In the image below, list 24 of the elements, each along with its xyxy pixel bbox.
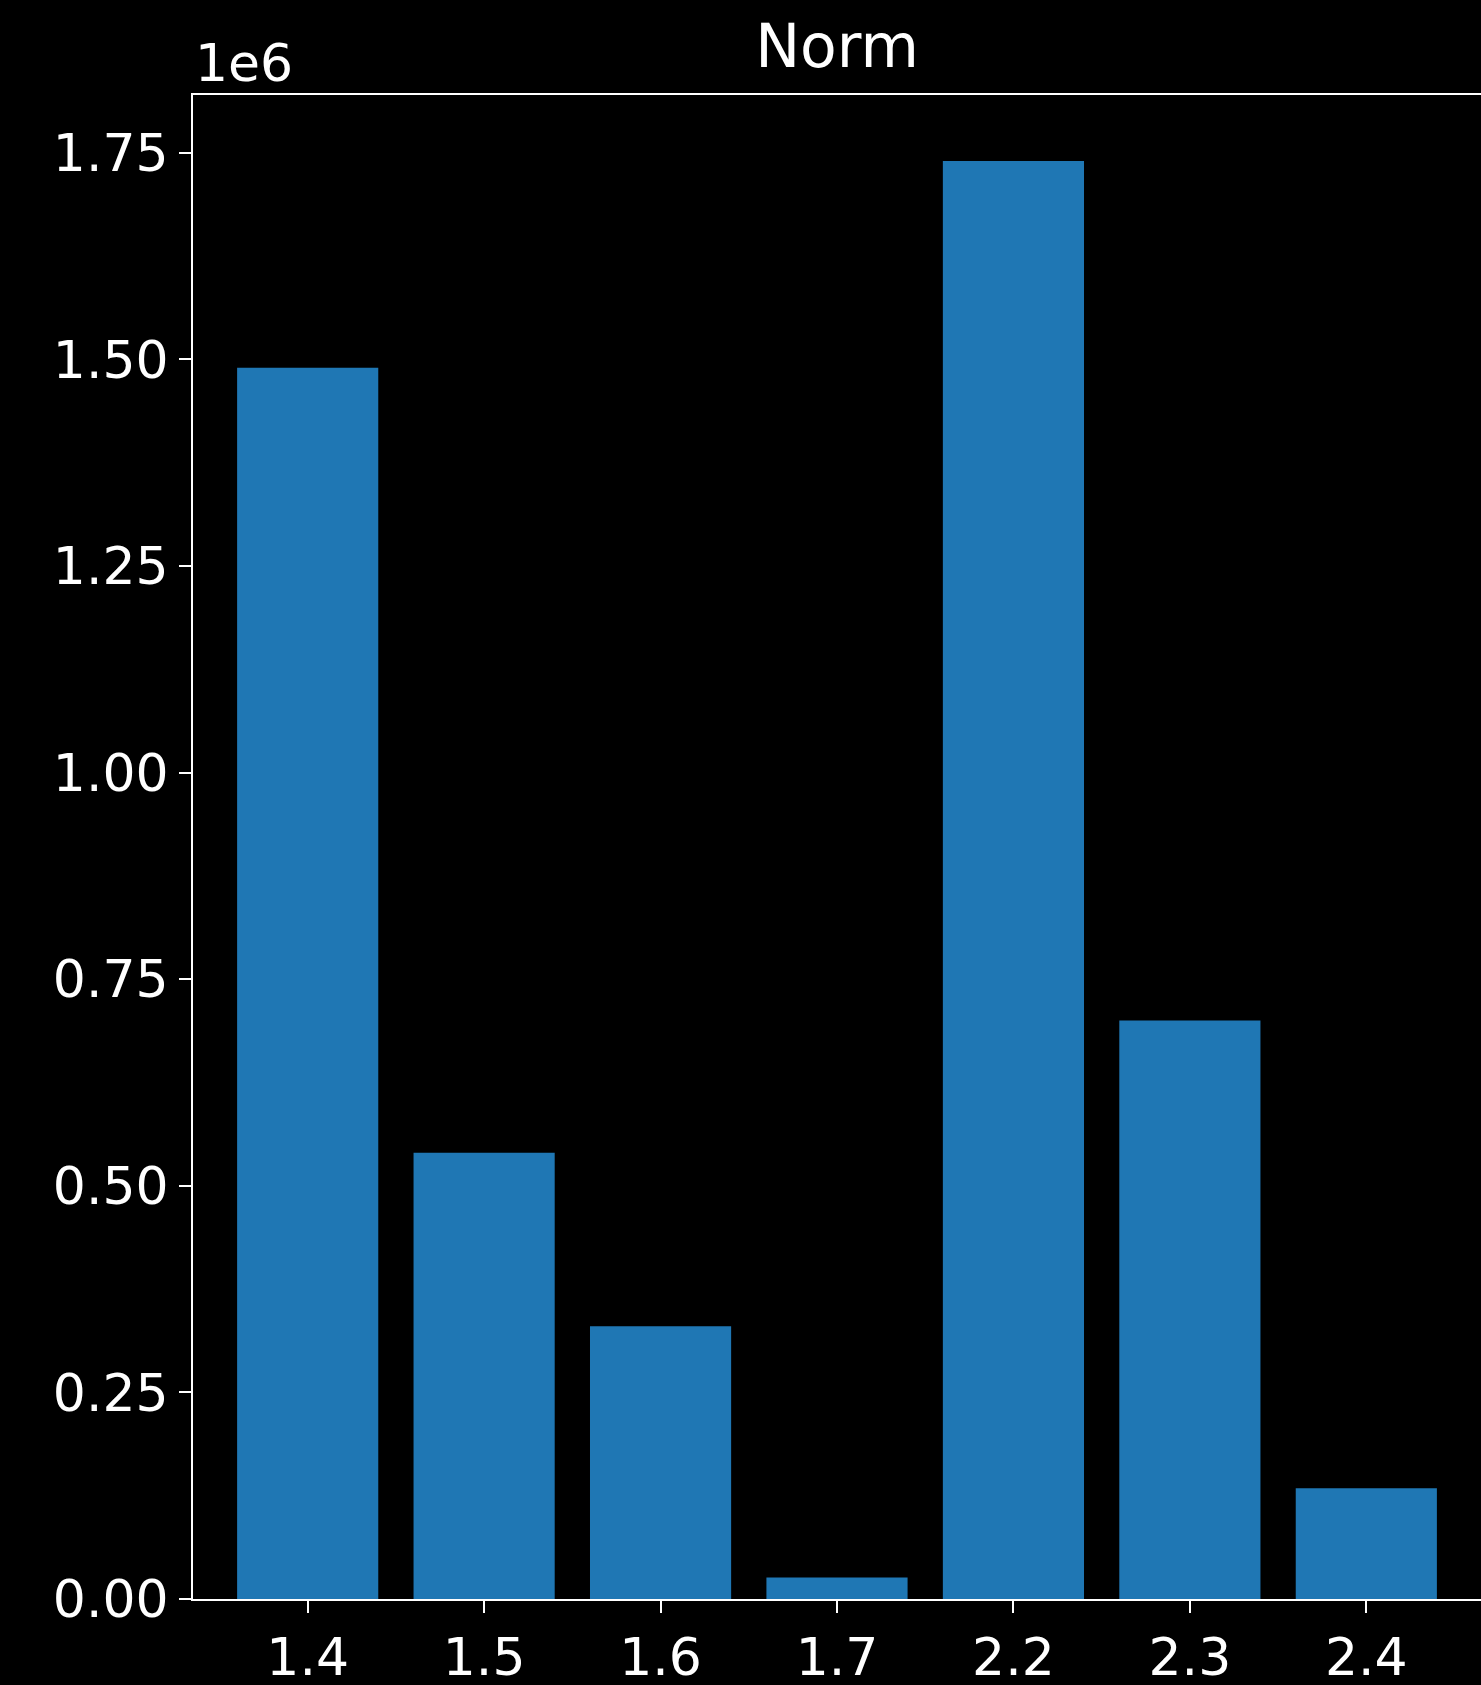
bar <box>413 1152 555 1599</box>
bar <box>1295 1488 1437 1599</box>
x-tick-label: 1.4 <box>266 1627 350 1685</box>
text: 1e6 <box>195 33 294 93</box>
y-tick-label: 1.75 <box>52 123 169 184</box>
bar <box>589 1326 732 1599</box>
x-tick-label: 2.3 <box>1148 1627 1232 1685</box>
x-tick-label: 2.2 <box>972 1627 1055 1685</box>
y-tick-label: 0.00 <box>52 1569 169 1630</box>
y-tick-label: 0.50 <box>52 1156 169 1217</box>
bar <box>1119 1020 1261 1599</box>
y-tick-label: 1.00 <box>52 742 169 803</box>
bar <box>942 161 1085 1599</box>
y-tick-label: 0.75 <box>52 949 169 1010</box>
bar <box>766 1577 908 1599</box>
y-tick-label: 1.50 <box>52 329 169 390</box>
x-tick-label: 2.4 <box>1324 1627 1408 1685</box>
chart-title: Norm <box>755 11 919 82</box>
y-tick-label: 1.25 <box>52 536 169 597</box>
bar <box>237 367 379 1599</box>
x-tick-label: 1.5 <box>442 1627 526 1685</box>
y-tick-label: 0.25 <box>52 1362 169 1423</box>
x-tick-label: 1.6 <box>619 1627 702 1685</box>
x-tick-label: 1.7 <box>795 1627 879 1685</box>
